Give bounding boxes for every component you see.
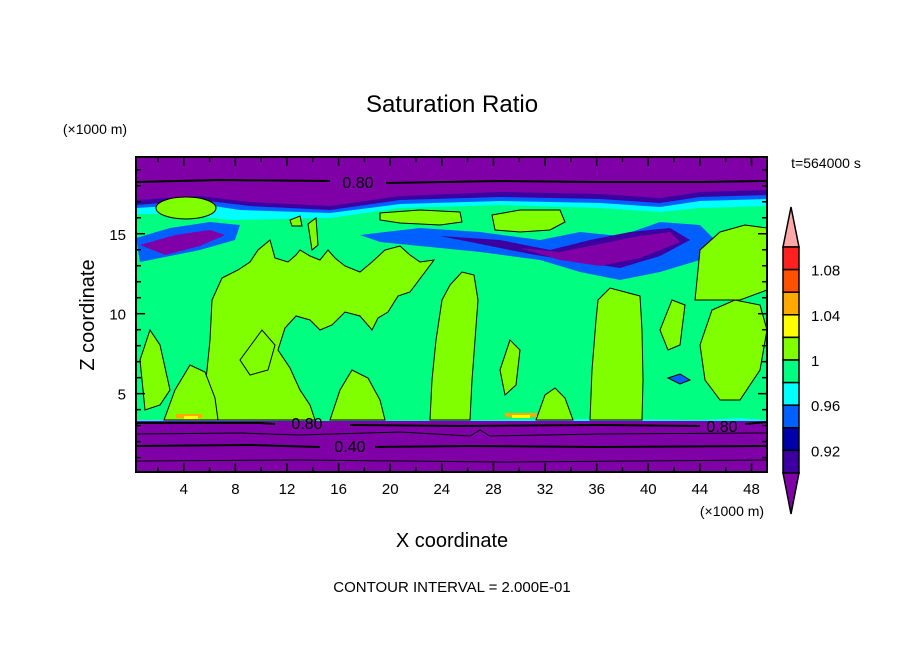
contour-label: 0.80 (706, 419, 737, 436)
y-tick-label: 5 (118, 387, 126, 404)
x-units-label: (×1000 m) (700, 503, 764, 519)
field-small-cell (666, 373, 692, 385)
x-tick-label: 8 (231, 481, 239, 498)
colorbar-label: 1.04 (811, 308, 840, 325)
field-blob (659, 299, 686, 351)
field-regions-yellowgreen (139, 196, 767, 421)
field-tower (589, 287, 644, 421)
field-streak (184, 416, 198, 419)
contour-label: 0.80 (342, 175, 373, 192)
x-tick-label: 4 (180, 481, 188, 498)
field-blob (289, 215, 303, 227)
contour-label: 0.40 (334, 439, 365, 456)
colorbar-label: 0.92 (811, 443, 840, 460)
colorbar-under-triangle (782, 472, 800, 515)
field-blob (329, 369, 386, 421)
field-tower (429, 271, 479, 421)
x-axis-label: X coordinate (396, 530, 508, 552)
colorbar: 1.08 1.04 1 0.96 0.92 (782, 206, 840, 515)
contour-lines (136, 178, 767, 463)
x-tick-label: 44 (692, 481, 709, 498)
colorbar-box (782, 246, 800, 271)
field-blob (499, 339, 521, 396)
contour-field: 0.80 0.80 0.80 0.40 (136, 157, 767, 472)
field-blob (491, 209, 566, 233)
chart-title: Saturation Ratio (366, 91, 538, 118)
colorbar-box (782, 427, 800, 452)
plot-frame (135, 156, 768, 473)
colorbar-box (782, 291, 800, 316)
contour-line (136, 459, 767, 463)
field-blob (163, 364, 219, 421)
y-units-label: (×1000 m) (63, 121, 127, 137)
field-streak (512, 415, 530, 418)
field-blob (307, 217, 319, 251)
field-patch-dry-mid-core (520, 232, 680, 266)
x-tick-label: 36 (588, 481, 605, 498)
x-tick-label: 48 (743, 481, 760, 498)
colorbar-box (782, 314, 800, 339)
contour-line (136, 178, 767, 184)
colorbar-label: 0.96 (811, 398, 840, 415)
x-tick-label: 24 (433, 481, 450, 498)
x-tick-label: 32 (537, 481, 554, 498)
colorbar-box (782, 359, 800, 384)
colorbar-box (782, 381, 800, 406)
contour-label: 0.80 (291, 416, 322, 433)
contour-line (136, 429, 767, 437)
field-blob (694, 224, 767, 301)
colorbar-over-triangle (782, 206, 800, 248)
x-tick-label: 20 (382, 481, 399, 498)
field-patch-dry-left-inner (140, 230, 225, 255)
x-tick-label: 12 (279, 481, 296, 498)
y-tick-label: 15 (109, 227, 126, 244)
x-tick-label: 16 (330, 481, 347, 498)
colorbar-box (782, 336, 800, 361)
field-blob (699, 299, 767, 401)
colorbar-label: 1 (811, 353, 819, 370)
field-blob (379, 209, 463, 226)
y-tick-label: 10 (109, 307, 126, 324)
contour-line (136, 443, 767, 449)
x-tick-label: 40 (640, 481, 657, 498)
x-tick-label: 28 (485, 481, 502, 498)
contour-line (136, 421, 767, 428)
colorbar-label: 1.08 (811, 263, 840, 280)
field-blob (155, 196, 217, 220)
field-blob (139, 328, 171, 411)
colorbar-box (782, 268, 800, 293)
field-blob (239, 329, 276, 376)
y-axis-label: Z coordinate (77, 259, 99, 370)
field-blob (535, 387, 574, 421)
colorbar-box (782, 449, 800, 474)
contour-interval-label: CONTOUR INTERVAL = 2.000E-01 (333, 579, 570, 596)
field-continent (204, 239, 436, 421)
time-label: t=564000 s (791, 155, 861, 171)
colorbar-box (782, 404, 800, 429)
